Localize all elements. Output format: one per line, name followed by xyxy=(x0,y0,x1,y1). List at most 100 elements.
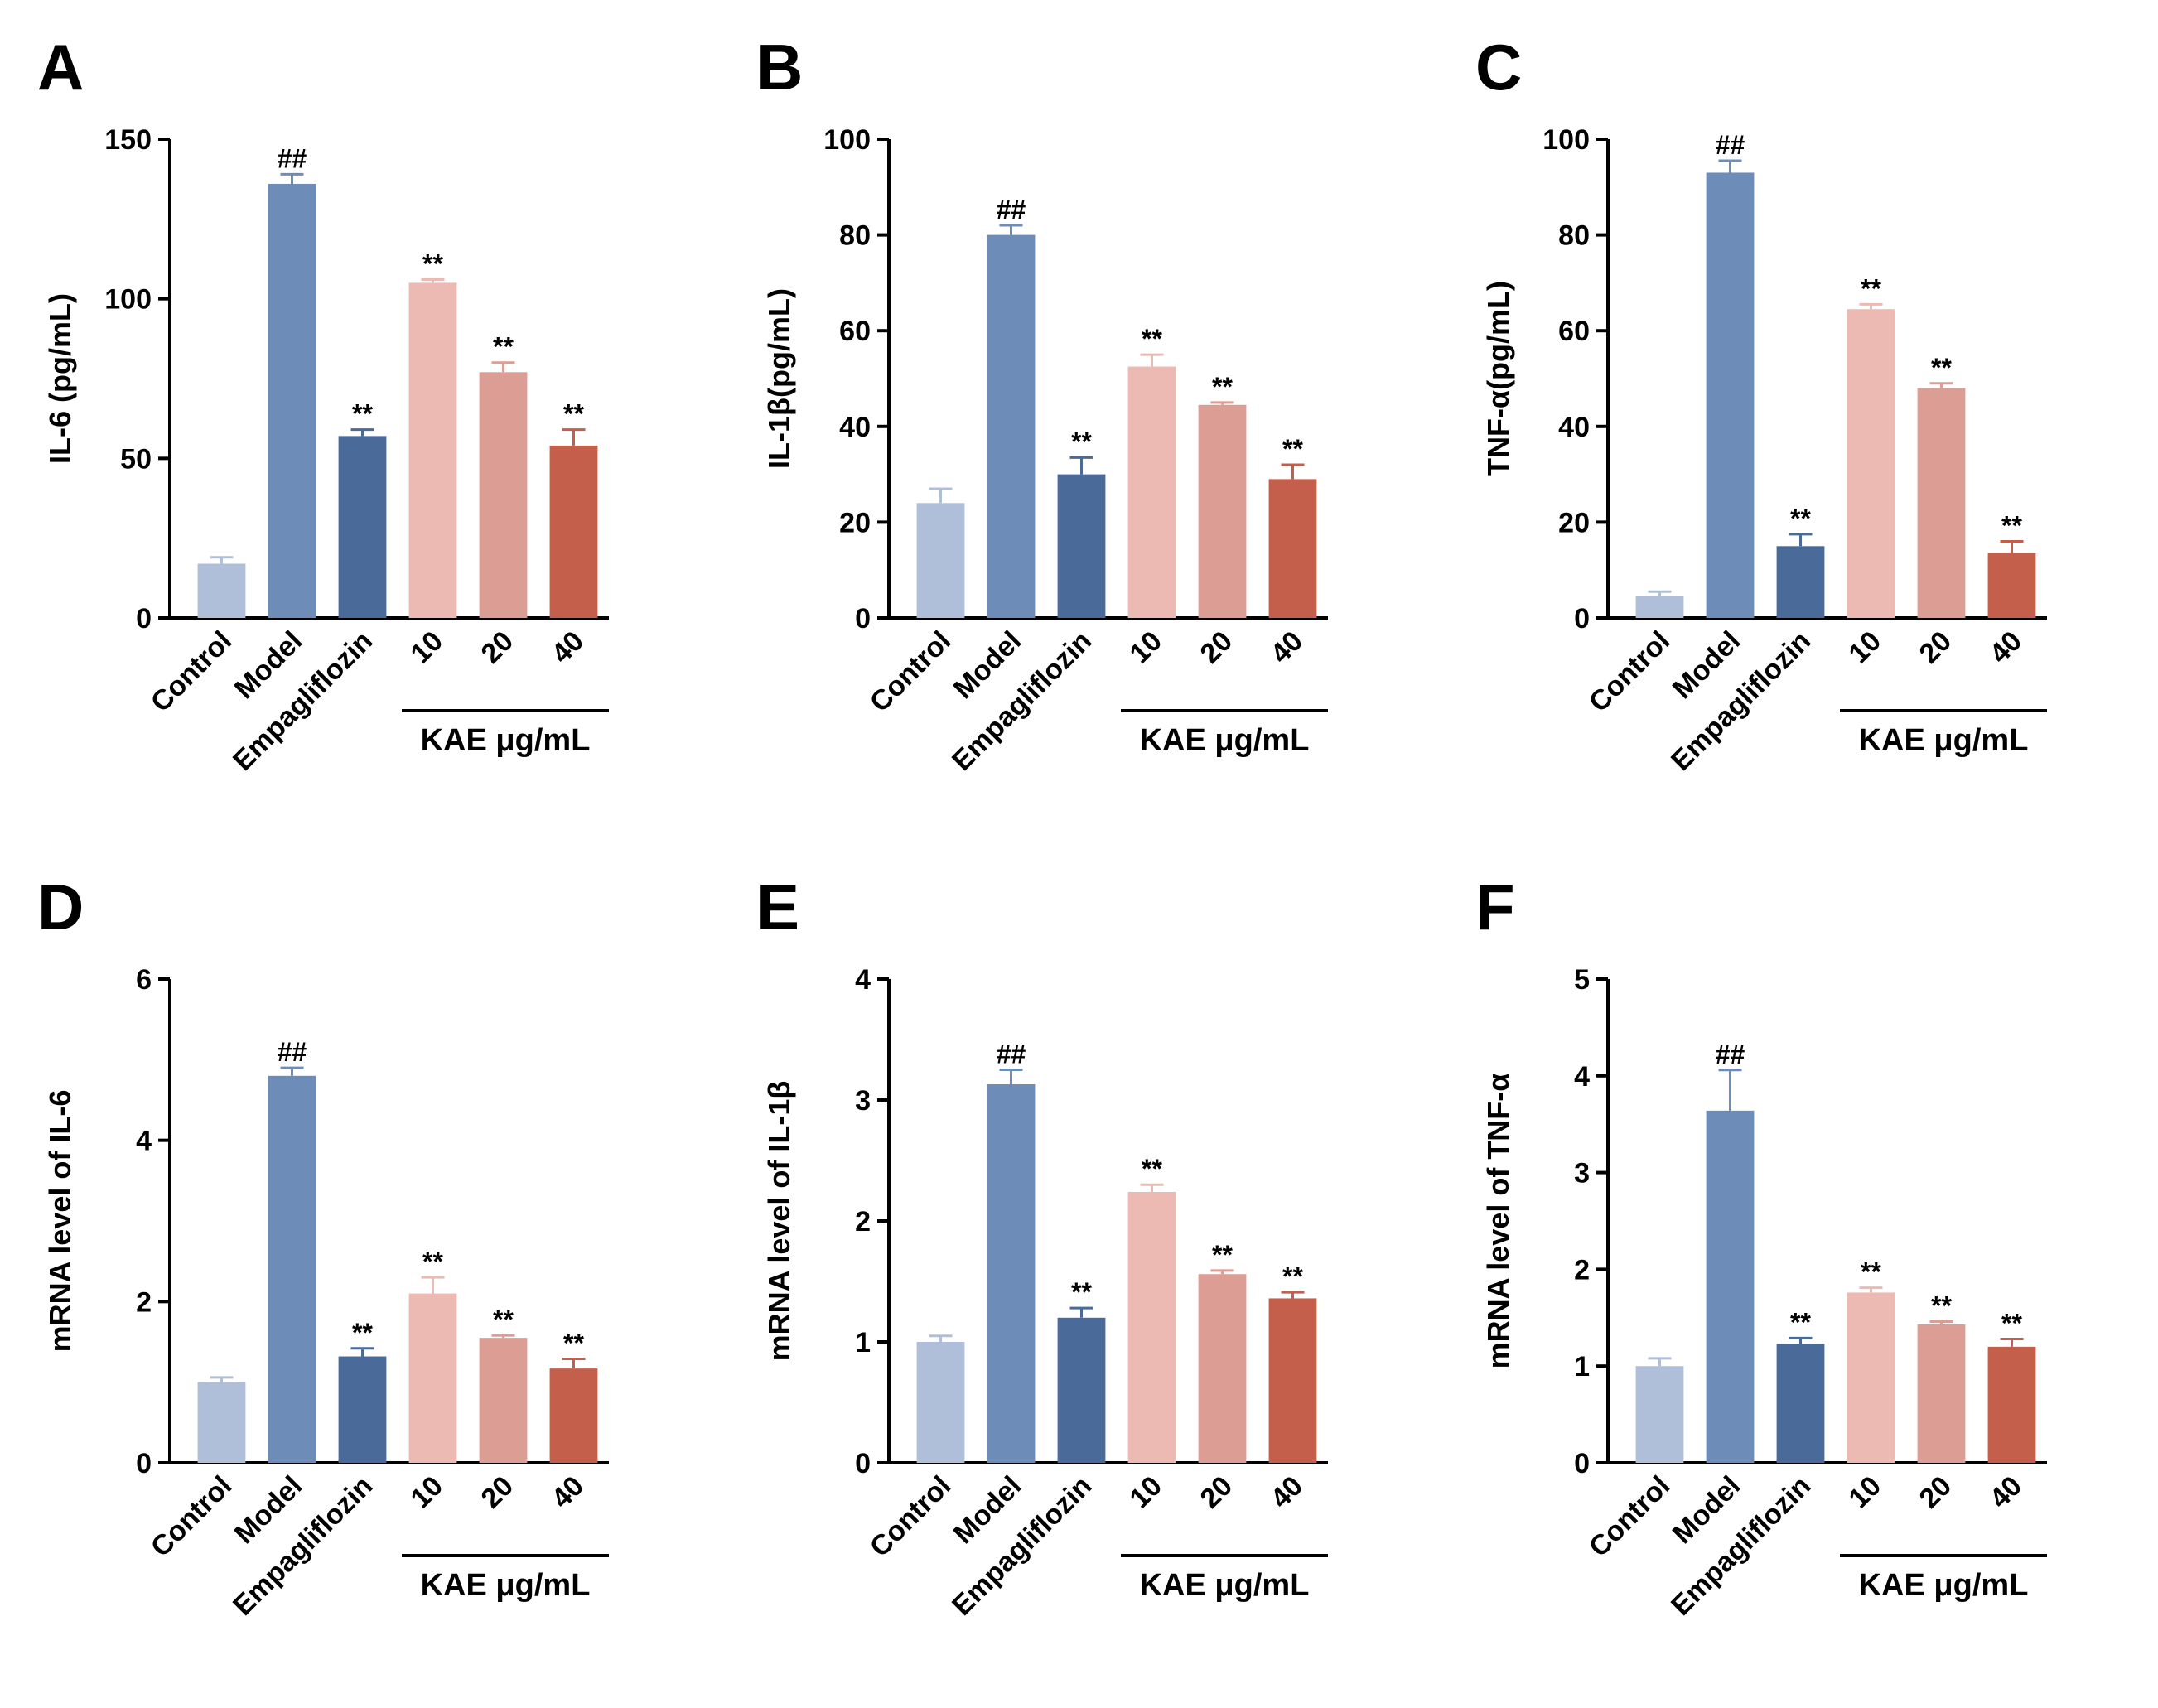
significance-label: ** xyxy=(352,399,373,429)
error-bar xyxy=(999,1069,1023,1085)
y-tick-label: 0 xyxy=(1574,1448,1590,1479)
bar xyxy=(1635,596,1684,618)
y-axis-label: TNF-α(pg/mL) xyxy=(1481,281,1515,476)
x-tick-label: 40 xyxy=(546,1470,591,1515)
bar xyxy=(987,234,1036,618)
bar xyxy=(1057,474,1106,618)
error-bar xyxy=(350,1347,374,1357)
error-bar xyxy=(210,556,234,564)
x-tick-label: 40 xyxy=(546,625,591,670)
group-label: KAE μg/mL xyxy=(1140,723,1310,758)
bar xyxy=(549,445,598,618)
bar xyxy=(268,1075,316,1463)
significance-label: ** xyxy=(493,332,514,362)
bar xyxy=(197,563,246,618)
panel-label: E xyxy=(756,871,799,943)
significance-label: ** xyxy=(1282,1262,1303,1291)
panel-label: B xyxy=(756,31,803,104)
x-tick-label: 10 xyxy=(1124,1470,1169,1515)
error-bar xyxy=(421,1276,445,1294)
error-bar xyxy=(1718,159,1742,173)
x-tick-label: Control xyxy=(1583,1470,1676,1563)
error-bar xyxy=(210,1376,234,1382)
error-bar xyxy=(929,1334,953,1342)
y-tick-label: 60 xyxy=(1558,316,1590,347)
error-bar xyxy=(421,278,445,283)
y-tick-label: 80 xyxy=(1558,220,1590,252)
group-label: KAE μg/mL xyxy=(421,1568,591,1603)
x-tick-label: Control xyxy=(145,625,238,718)
panel-label: F xyxy=(1475,871,1515,943)
significance-label: ** xyxy=(1142,324,1162,354)
error-bar xyxy=(1859,302,1883,310)
bar xyxy=(338,436,387,618)
x-tick-label: 20 xyxy=(1195,1470,1239,1515)
group-label: KAE μg/mL xyxy=(1859,723,2029,758)
significance-label: ** xyxy=(2001,511,2022,541)
error-bar xyxy=(1210,1269,1234,1275)
error-bar xyxy=(1281,463,1305,480)
x-tick-label: 10 xyxy=(1124,625,1169,670)
significance-label: ## xyxy=(1716,130,1745,160)
error-bar xyxy=(929,487,953,504)
x-tick-label: 10 xyxy=(405,1470,450,1515)
y-tick-label: 4 xyxy=(136,1126,152,1157)
bar xyxy=(408,1293,457,1463)
y-axis-label: IL-1β(pg/mL) xyxy=(762,288,796,469)
bar xyxy=(1268,1298,1317,1463)
bar xyxy=(1268,479,1317,618)
error-bar xyxy=(2000,540,2024,553)
y-tick-label: 6 xyxy=(136,964,152,996)
y-tick-label: 2 xyxy=(1574,1254,1590,1286)
error-bar xyxy=(999,224,1023,235)
x-tick-label: 20 xyxy=(476,1470,520,1515)
bar xyxy=(408,282,457,618)
y-tick-label: 20 xyxy=(1558,507,1590,538)
significance-label: ** xyxy=(422,1247,443,1276)
group-label: KAE μg/mL xyxy=(421,723,591,758)
bar xyxy=(916,503,965,618)
significance-label: ## xyxy=(278,143,307,173)
y-tick-label: 0 xyxy=(855,603,871,634)
x-tick-label: 40 xyxy=(1265,625,1310,670)
x-tick-label: 20 xyxy=(1195,625,1239,670)
y-tick-label: 40 xyxy=(1558,412,1590,443)
error-bar xyxy=(562,428,586,446)
bar xyxy=(1706,172,1755,618)
x-tick-label: 40 xyxy=(1984,625,2029,670)
bar xyxy=(268,183,316,619)
y-axis-label: mRNA level of IL-6 xyxy=(43,1090,77,1353)
y-tick-label: 100 xyxy=(823,124,871,156)
bar xyxy=(1847,309,1895,618)
error-bar xyxy=(1789,533,1813,547)
bar xyxy=(1127,1191,1176,1463)
bar xyxy=(1987,552,2036,618)
significance-label: ** xyxy=(2001,1308,2022,1338)
y-tick-label: 5 xyxy=(1574,964,1590,996)
bar xyxy=(549,1368,598,1463)
bar xyxy=(1198,404,1247,618)
significance-label: ** xyxy=(1212,1240,1233,1270)
group-label: KAE μg/mL xyxy=(1140,1568,1310,1603)
error-bar xyxy=(562,1357,586,1369)
bar xyxy=(1917,1324,1966,1463)
significance-label: ## xyxy=(1716,1040,1745,1069)
y-tick-label: 20 xyxy=(839,507,871,538)
error-bar xyxy=(1789,1336,1813,1344)
bar xyxy=(479,1338,528,1463)
bar xyxy=(1987,1346,2036,1463)
panel-label: D xyxy=(37,871,84,943)
error-bar xyxy=(1140,353,1164,367)
bar xyxy=(1057,1317,1106,1463)
y-tick-label: 2 xyxy=(136,1286,152,1318)
significance-label: ** xyxy=(1931,1291,1952,1320)
bar xyxy=(1635,1366,1684,1463)
x-tick-label: 20 xyxy=(1914,1470,1958,1515)
panel-label: A xyxy=(37,31,84,104)
bar xyxy=(1917,388,1966,618)
y-tick-label: 100 xyxy=(104,284,152,316)
x-tick-label: 40 xyxy=(1265,1470,1310,1515)
x-tick-label: Control xyxy=(145,1470,238,1563)
y-tick-label: 4 xyxy=(855,964,871,996)
